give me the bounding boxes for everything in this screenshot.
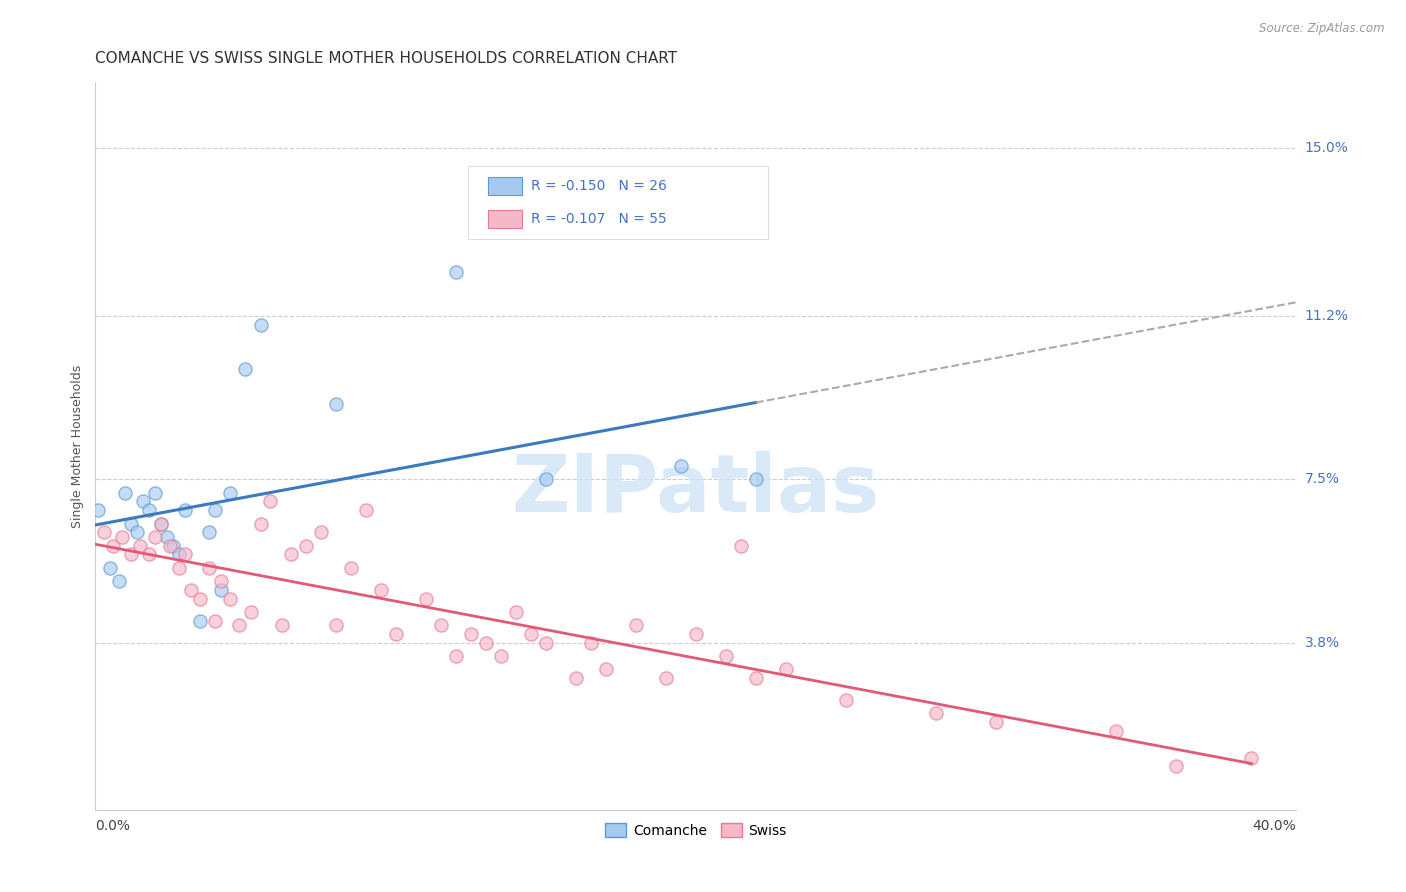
Point bbox=[174, 548, 197, 562]
Point bbox=[249, 516, 271, 531]
Point bbox=[745, 671, 768, 685]
Point bbox=[595, 662, 617, 676]
Point bbox=[169, 548, 191, 562]
Point bbox=[150, 516, 173, 531]
Point bbox=[111, 530, 134, 544]
Text: 0.0%: 0.0% bbox=[96, 820, 131, 833]
Point bbox=[198, 560, 221, 574]
Point bbox=[180, 582, 202, 597]
Point bbox=[444, 265, 467, 279]
Point bbox=[519, 627, 541, 641]
Point bbox=[460, 627, 482, 641]
Point bbox=[138, 548, 160, 562]
Point bbox=[745, 472, 768, 486]
Bar bbox=[488, 177, 522, 195]
Point bbox=[925, 706, 948, 721]
Point bbox=[835, 693, 858, 707]
Point bbox=[489, 648, 512, 663]
Point bbox=[174, 503, 197, 517]
Point bbox=[219, 485, 242, 500]
Point bbox=[730, 539, 752, 553]
Point bbox=[132, 494, 155, 508]
Text: COMANCHE VS SWISS SINGLE MOTHER HOUSEHOLDS CORRELATION CHART: COMANCHE VS SWISS SINGLE MOTHER HOUSEHOL… bbox=[96, 51, 678, 66]
Point bbox=[120, 548, 142, 562]
Point bbox=[204, 614, 226, 628]
Point bbox=[280, 548, 302, 562]
Point bbox=[444, 648, 467, 663]
Text: 7.5%: 7.5% bbox=[1305, 473, 1340, 486]
Point bbox=[145, 530, 167, 544]
Text: Source: ZipAtlas.com: Source: ZipAtlas.com bbox=[1260, 22, 1385, 36]
Point bbox=[98, 560, 121, 574]
Point bbox=[1166, 759, 1188, 773]
Y-axis label: Single Mother Households: Single Mother Households bbox=[72, 365, 84, 528]
Point bbox=[429, 618, 451, 632]
Point bbox=[228, 618, 250, 632]
Point bbox=[211, 582, 233, 597]
Point bbox=[325, 618, 347, 632]
Point bbox=[162, 539, 184, 553]
Point bbox=[474, 636, 496, 650]
Point bbox=[384, 627, 406, 641]
Point bbox=[150, 516, 173, 531]
Point bbox=[103, 539, 125, 553]
Point bbox=[190, 591, 212, 606]
Point bbox=[190, 614, 212, 628]
Point bbox=[534, 472, 557, 486]
Point bbox=[505, 605, 527, 619]
Text: 3.8%: 3.8% bbox=[1305, 636, 1340, 649]
Point bbox=[259, 494, 281, 508]
Point bbox=[156, 530, 179, 544]
Point bbox=[685, 627, 707, 641]
Point bbox=[370, 582, 392, 597]
Text: R = -0.150   N = 26: R = -0.150 N = 26 bbox=[531, 179, 668, 193]
Point bbox=[159, 539, 181, 553]
Point bbox=[211, 574, 233, 588]
Text: 11.2%: 11.2% bbox=[1305, 310, 1348, 323]
Text: ZIPatlas: ZIPatlas bbox=[512, 451, 880, 529]
Text: R = -0.107   N = 55: R = -0.107 N = 55 bbox=[531, 211, 666, 226]
Point bbox=[1105, 724, 1128, 739]
Legend: Comanche, Swiss: Comanche, Swiss bbox=[599, 818, 793, 844]
Point bbox=[114, 485, 136, 500]
Point bbox=[249, 318, 271, 332]
Point bbox=[415, 591, 437, 606]
FancyBboxPatch shape bbox=[468, 166, 768, 239]
Point bbox=[309, 525, 332, 540]
Point bbox=[129, 539, 152, 553]
Point bbox=[534, 636, 557, 650]
Point bbox=[986, 715, 1008, 730]
Point bbox=[1240, 750, 1263, 764]
Point bbox=[714, 648, 737, 663]
Point bbox=[87, 503, 110, 517]
Bar bbox=[488, 210, 522, 227]
Point bbox=[655, 671, 678, 685]
Point bbox=[624, 618, 647, 632]
Point bbox=[145, 485, 167, 500]
Text: 15.0%: 15.0% bbox=[1305, 141, 1348, 155]
Point bbox=[339, 560, 361, 574]
Point bbox=[120, 516, 142, 531]
Point bbox=[354, 503, 377, 517]
Point bbox=[198, 525, 221, 540]
Point bbox=[138, 503, 160, 517]
Point bbox=[240, 605, 263, 619]
Text: 40.0%: 40.0% bbox=[1253, 820, 1296, 833]
Point bbox=[108, 574, 131, 588]
Point bbox=[270, 618, 292, 632]
Point bbox=[93, 525, 115, 540]
Point bbox=[169, 560, 191, 574]
Point bbox=[775, 662, 797, 676]
Point bbox=[219, 591, 242, 606]
Point bbox=[294, 539, 316, 553]
Point bbox=[235, 362, 257, 376]
Point bbox=[565, 671, 588, 685]
Point bbox=[204, 503, 226, 517]
Point bbox=[579, 636, 602, 650]
Point bbox=[127, 525, 149, 540]
Point bbox=[669, 459, 692, 474]
Point bbox=[325, 397, 347, 411]
